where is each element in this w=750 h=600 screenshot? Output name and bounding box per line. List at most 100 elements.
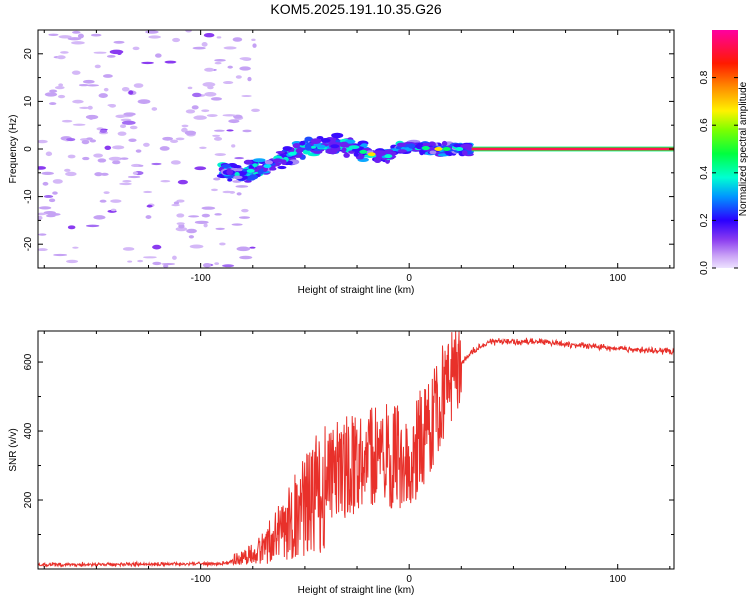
noise-blob	[45, 151, 53, 157]
noise-blob	[252, 43, 257, 48]
noise-blob	[206, 114, 218, 117]
signal-blob	[417, 142, 424, 147]
noise-blob	[108, 156, 123, 161]
noise-blob	[99, 129, 108, 133]
noise-blob	[57, 94, 66, 99]
noise-blob	[172, 37, 181, 43]
noise-blob	[201, 109, 210, 113]
signal-blob	[295, 148, 303, 154]
noise-blob	[113, 40, 125, 44]
y-tick-label: -10	[23, 189, 34, 204]
noise-blob	[137, 99, 151, 104]
noise-blob	[204, 67, 215, 72]
signal-blob	[420, 142, 432, 147]
noise-blob	[103, 87, 109, 92]
y-tick-label: 10	[23, 95, 34, 107]
noise-blob	[188, 235, 195, 239]
noise-blob	[43, 195, 54, 198]
noise-blob	[93, 153, 104, 158]
noise-blob	[161, 262, 176, 266]
noise-blob	[186, 228, 197, 234]
noise-blob	[38, 139, 48, 144]
signal-blob	[230, 164, 242, 169]
noise-blob	[143, 190, 153, 194]
carrier-line	[471, 146, 674, 152]
noise-blob	[176, 199, 185, 203]
noise-blob	[194, 166, 207, 171]
signal-blob	[460, 143, 473, 150]
noise-blob	[143, 142, 150, 147]
noise-blob	[214, 213, 222, 216]
noise-blob	[163, 264, 169, 268]
noise-blob	[226, 129, 234, 132]
noise-blob	[231, 223, 243, 226]
x-tick-label: 0	[406, 574, 412, 585]
noise-blob	[79, 106, 91, 110]
noise-blob	[251, 38, 256, 42]
signal-core	[384, 154, 393, 159]
noise-blob	[228, 119, 240, 124]
noise-blob	[194, 220, 209, 224]
noise-blob	[110, 208, 117, 212]
signal-blob	[304, 143, 312, 150]
noise-blob	[148, 35, 161, 39]
noise-blob	[176, 213, 185, 218]
noise-blob	[127, 175, 141, 179]
noise-blob	[222, 81, 234, 85]
noise-blob	[192, 92, 202, 98]
noise-blob	[215, 227, 225, 230]
signal-blob	[429, 150, 437, 155]
noise-blob	[115, 114, 126, 119]
noise-blob	[184, 130, 197, 136]
noise-blob	[78, 83, 89, 87]
signal-core	[367, 152, 376, 157]
signal-blob	[328, 138, 336, 144]
noise-blob	[53, 253, 68, 257]
noise-blob	[234, 157, 245, 160]
noise-blob	[102, 74, 113, 78]
colorbar-gradient	[712, 30, 738, 268]
signal-blob	[461, 150, 468, 156]
signal-blob	[304, 136, 313, 142]
noise-blob	[41, 171, 54, 175]
signal-core	[263, 164, 272, 169]
signal-blob	[272, 158, 284, 163]
noise-blob	[236, 246, 251, 252]
noise-blob	[192, 46, 206, 50]
noise-blob	[178, 223, 185, 229]
noise-blob	[56, 55, 66, 60]
noise-blob	[232, 180, 242, 183]
signal-blob	[331, 132, 344, 139]
noise-blob	[48, 198, 56, 203]
noise-blob	[88, 116, 94, 120]
noise-blob	[239, 66, 251, 71]
noise-blob	[86, 84, 100, 87]
noise-blob	[42, 181, 49, 186]
y-tick-label: -20	[23, 237, 34, 252]
noise-blob	[120, 124, 127, 129]
noise-blob	[128, 138, 137, 142]
noise-blob	[67, 37, 82, 41]
snr-series-line	[38, 331, 674, 568]
noise-blob	[132, 46, 140, 51]
noise-blob	[65, 171, 77, 177]
noise-blob	[90, 33, 102, 37]
noise-blob	[58, 83, 64, 87]
noise-blob	[247, 76, 252, 82]
noise-blob	[127, 260, 133, 263]
noise-blob	[242, 129, 252, 133]
noise-blob	[99, 199, 107, 203]
signal-blob	[282, 146, 292, 151]
noise-blob	[159, 146, 170, 151]
noise-blob	[132, 171, 139, 175]
signal-blob	[374, 156, 381, 161]
signal-blob	[299, 140, 306, 146]
noise-blob	[152, 261, 162, 266]
noise-blob	[38, 206, 52, 210]
noise-blob	[72, 30, 81, 34]
signal-blob	[248, 174, 259, 180]
noise-blob	[223, 46, 237, 50]
signal-blob	[233, 175, 243, 180]
noise-blob	[98, 93, 108, 98]
